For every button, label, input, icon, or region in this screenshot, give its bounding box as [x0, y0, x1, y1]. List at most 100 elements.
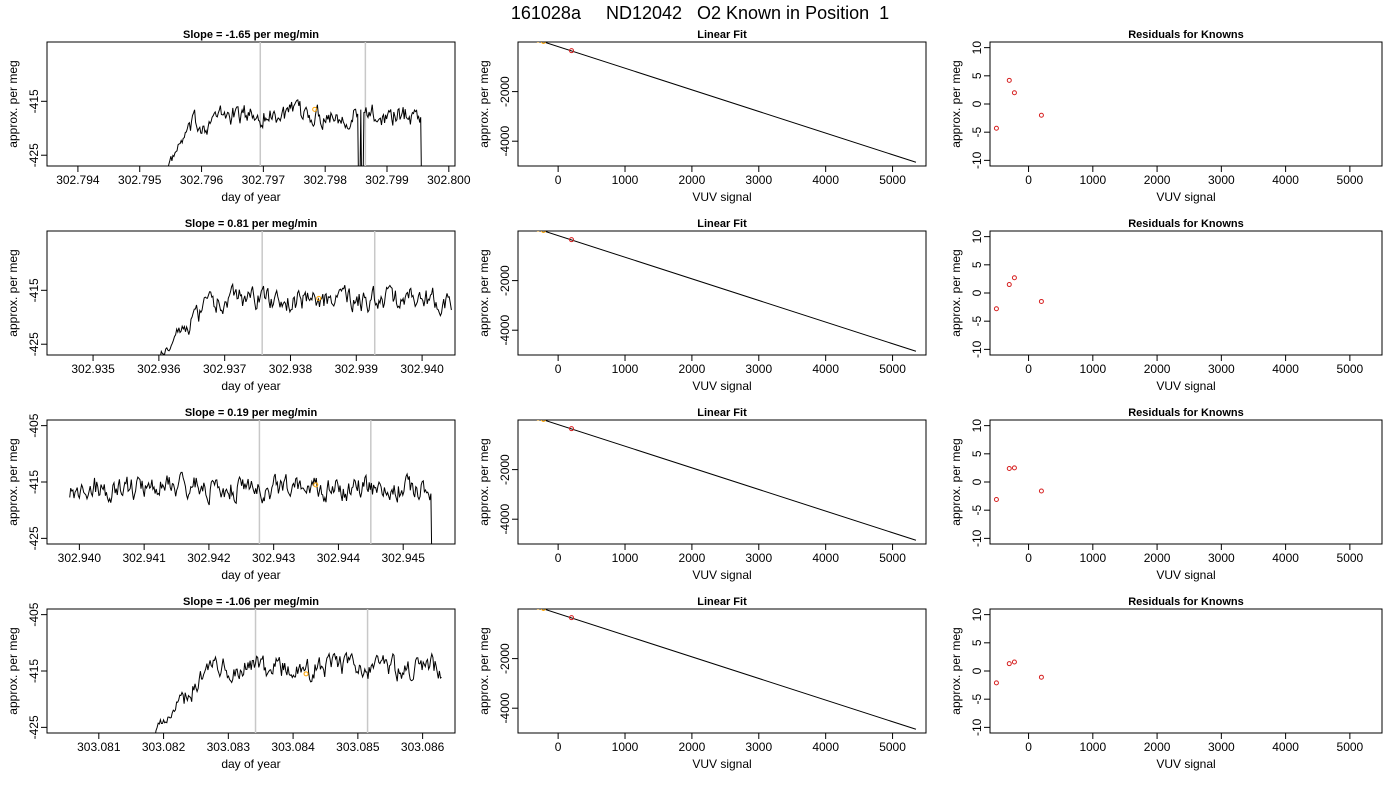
- y-tick-label: -5: [970, 505, 984, 516]
- plot-area: [993, 275, 1044, 312]
- data-point: [569, 615, 575, 621]
- data-point: [1038, 674, 1044, 680]
- fit-line: [542, 42, 917, 163]
- sample-marker: [313, 482, 319, 488]
- x-tick-label: 1000: [612, 740, 639, 754]
- panel-1-1: Slope = -1.65 per meg/min 302.794 302.795 3…: [6, 29, 471, 204]
- x-tick-label: 5000: [1337, 740, 1364, 754]
- panel-title: Residuals for Knowns: [1128, 218, 1244, 230]
- panel-title: Linear Fit: [697, 407, 747, 419]
- data-point: [1038, 112, 1044, 118]
- y-axis-label: approx. per meg: [6, 60, 20, 147]
- x-axis-label: VUV signal: [692, 568, 751, 582]
- x-tick-label: 302.795: [118, 173, 162, 187]
- x-tick-label: 3000: [745, 551, 772, 565]
- y-tick-label: 10: [970, 419, 984, 433]
- x-tick-label: 303.085: [336, 740, 380, 754]
- y-tick-label: -5: [970, 127, 984, 138]
- y-tick-label: -10: [970, 340, 984, 358]
- signal-trace: [155, 651, 442, 733]
- x-tick-label: 2000: [679, 173, 706, 187]
- x-tick-label: 303.081: [77, 740, 121, 754]
- y-tick-label: 0: [970, 100, 984, 107]
- data-point: [993, 680, 999, 686]
- panel-title: Linear Fit: [697, 218, 747, 230]
- data-point: [993, 125, 999, 131]
- y-tick-label: -415: [27, 659, 41, 683]
- y-tick-label: -10: [970, 151, 984, 169]
- x-tick-label: 1000: [1079, 173, 1106, 187]
- plot-frame: [517, 230, 927, 356]
- y-axis-label: approx. per meg: [477, 438, 491, 525]
- plot-area: [993, 659, 1044, 686]
- y-tick-label: 5: [970, 261, 984, 268]
- y-tick-label: -4000: [498, 504, 512, 535]
- x-tick-label: 4000: [1272, 551, 1299, 565]
- plot-area: [167, 42, 422, 166]
- x-tick-label: 5000: [879, 173, 906, 187]
- data-point: [540, 231, 546, 234]
- panel-2-3: Residuals for Knowns 0 1000 2000 3000 4000 500…: [949, 218, 1383, 393]
- plot-frame: [989, 608, 1383, 734]
- data-point: [536, 231, 540, 232]
- x-tick-label: 302.797: [242, 173, 286, 187]
- x-tick-label: 0: [555, 362, 562, 376]
- x-tick-label: 302.944: [317, 551, 361, 565]
- data-point: [993, 496, 999, 502]
- data-point: [1038, 488, 1044, 494]
- x-tick-label: 302.800: [427, 173, 471, 187]
- y-tick-label: -10: [970, 529, 984, 547]
- data-point: [536, 42, 540, 43]
- x-tick-label: 1000: [612, 362, 639, 376]
- x-tick-label: 2000: [1144, 362, 1171, 376]
- data-point: [569, 48, 575, 54]
- plot-area: [993, 77, 1044, 131]
- y-tick-label: -405: [27, 602, 41, 626]
- x-tick-label: 0: [555, 740, 562, 754]
- x-tick-label: 302.794: [56, 173, 100, 187]
- y-tick-label: -4000: [498, 693, 512, 724]
- y-tick-label: -415: [27, 470, 41, 494]
- data-point: [540, 42, 546, 45]
- x-tick-label: 4000: [812, 362, 839, 376]
- y-tick-label: 0: [970, 478, 984, 485]
- y-tick-label: 5: [970, 72, 984, 79]
- x-tick-label: 3000: [745, 173, 772, 187]
- plot-area: [993, 465, 1044, 502]
- panel-3-3: Residuals for Knowns 0 1000 2000 3000 4000 500…: [949, 407, 1383, 582]
- plot-frame: [46, 230, 456, 356]
- x-tick-label: 3000: [1208, 740, 1235, 754]
- panel-2-2: Linear Fit 0 1000 2000 3000 4000 5000 -2000 -400…: [477, 218, 927, 393]
- y-tick-label: 10: [970, 230, 984, 244]
- y-tick-label: -4000: [498, 126, 512, 157]
- panel-title: Residuals for Knowns: [1128, 596, 1244, 608]
- y-axis-label: approx. per meg: [949, 627, 963, 714]
- panel-title: Residuals for Knowns: [1128, 407, 1244, 419]
- x-tick-label: 0: [555, 173, 562, 187]
- panel-title: Slope = 0.19 per meg/min: [185, 407, 318, 419]
- y-tick-label: -2000: [498, 454, 512, 485]
- data-point: [1006, 77, 1012, 83]
- y-tick-label: -425: [27, 332, 41, 356]
- y-axis-label: approx. per meg: [949, 249, 963, 336]
- data-point: [569, 426, 575, 432]
- plot-area: [536, 42, 917, 163]
- y-axis-label: approx. per meg: [477, 60, 491, 147]
- x-tick-label: 4000: [1272, 173, 1299, 187]
- data-point: [1006, 661, 1012, 667]
- data-point: [523, 223, 527, 227]
- x-axis-label: day of year: [221, 190, 280, 204]
- y-tick-label: 5: [970, 450, 984, 457]
- y-tick-label: 0: [970, 667, 984, 674]
- x-tick-label: 302.938: [269, 362, 313, 376]
- data-point: [1038, 298, 1044, 304]
- y-axis-label: approx. per meg: [6, 438, 20, 525]
- panel-1-2: Linear Fit 0 1000 2000 3000 4000 5000 -2000 -400…: [477, 29, 927, 204]
- x-tick-label: 1000: [1079, 551, 1106, 565]
- y-tick-label: -5: [970, 694, 984, 705]
- sample-marker: [303, 671, 309, 677]
- y-axis-label: approx. per meg: [477, 249, 491, 336]
- data-point: [993, 306, 999, 312]
- data-point: [523, 412, 527, 416]
- y-axis-label: approx. per meg: [949, 438, 963, 525]
